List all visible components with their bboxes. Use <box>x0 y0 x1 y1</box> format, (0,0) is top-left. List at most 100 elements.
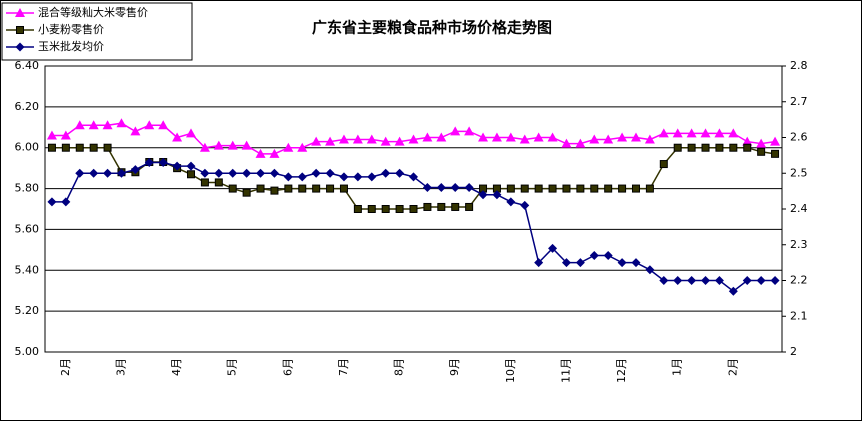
point <box>227 140 238 150</box>
point <box>61 143 70 152</box>
x-tick-label: 5月 <box>226 358 239 376</box>
point <box>617 132 628 142</box>
point <box>451 202 460 211</box>
point <box>214 178 223 187</box>
point <box>103 168 113 178</box>
x-tick-label: 8月 <box>393 358 406 376</box>
series-points <box>46 118 781 158</box>
point <box>409 205 418 213</box>
point <box>255 148 266 158</box>
point <box>491 132 502 142</box>
y2-tick-label: 2.3 <box>790 238 808 251</box>
point <box>576 184 585 193</box>
point <box>687 276 697 285</box>
point <box>673 143 682 152</box>
point <box>770 136 781 146</box>
point <box>534 184 543 193</box>
point <box>450 126 461 136</box>
point <box>658 128 669 138</box>
legend-label: 小麦粉零售价 <box>38 22 104 36</box>
point <box>465 202 474 211</box>
point <box>659 160 668 169</box>
x-tick-label: 4月 <box>170 358 183 376</box>
point <box>436 183 446 193</box>
point <box>714 128 725 138</box>
point <box>464 126 475 136</box>
point <box>520 184 529 193</box>
point <box>75 168 85 178</box>
point <box>75 143 84 152</box>
point <box>130 165 140 175</box>
point <box>88 120 99 130</box>
y2-tick-label: 2.4 <box>790 202 808 215</box>
point <box>422 183 432 193</box>
chart-title: 广东省主要粮食品种市场价格走势图 <box>312 19 552 37</box>
y2-tick-label: 2.6 <box>790 131 808 144</box>
point <box>464 183 474 193</box>
point <box>269 168 279 178</box>
point <box>241 140 252 150</box>
point <box>47 197 57 207</box>
point <box>213 140 224 150</box>
point <box>617 258 627 268</box>
point <box>144 158 154 168</box>
point <box>353 172 363 182</box>
series-points <box>47 158 780 296</box>
point <box>450 183 460 193</box>
y-tick-label: 5.20 <box>15 304 40 317</box>
point <box>187 170 196 179</box>
x-tick-label: 7月 <box>337 358 350 376</box>
x-tick-label: 10月 <box>504 358 517 383</box>
y2-tick-label: 2.2 <box>790 274 808 287</box>
y2-tick-label: 2.5 <box>790 166 808 179</box>
x-tick-label: 2月 <box>726 358 739 376</box>
y-tick-label: 6.40 <box>15 59 40 72</box>
point <box>701 143 710 152</box>
point <box>672 128 683 138</box>
point <box>312 184 321 193</box>
point <box>325 136 336 146</box>
point <box>604 184 613 193</box>
point <box>631 184 640 193</box>
point <box>715 143 724 152</box>
point <box>200 178 209 187</box>
point <box>284 184 293 193</box>
point <box>395 168 405 178</box>
point <box>644 134 655 144</box>
point <box>102 120 113 130</box>
point <box>548 184 557 193</box>
point <box>228 184 237 193</box>
point <box>728 128 739 138</box>
point <box>228 168 238 178</box>
point <box>353 205 362 213</box>
point <box>116 118 127 128</box>
y-tick-label: 5.60 <box>15 222 40 235</box>
point <box>423 202 432 211</box>
point <box>618 184 627 193</box>
point <box>172 132 183 142</box>
point <box>339 172 349 182</box>
point <box>757 147 766 156</box>
point <box>700 128 711 138</box>
point <box>603 134 614 144</box>
point <box>339 184 348 193</box>
point <box>506 184 515 193</box>
point <box>270 186 279 195</box>
point <box>311 168 321 178</box>
point <box>381 205 390 213</box>
point <box>687 143 696 152</box>
point <box>756 138 767 148</box>
point <box>186 128 197 138</box>
y-tick-label: 5.00 <box>15 345 40 358</box>
point <box>158 120 169 130</box>
y-tick-label: 6.00 <box>15 141 40 154</box>
point <box>214 168 224 178</box>
point <box>547 132 558 142</box>
point <box>742 136 753 146</box>
y-tick-label: 5.40 <box>15 263 40 276</box>
point <box>381 168 391 178</box>
point <box>60 130 71 140</box>
point <box>47 143 56 152</box>
